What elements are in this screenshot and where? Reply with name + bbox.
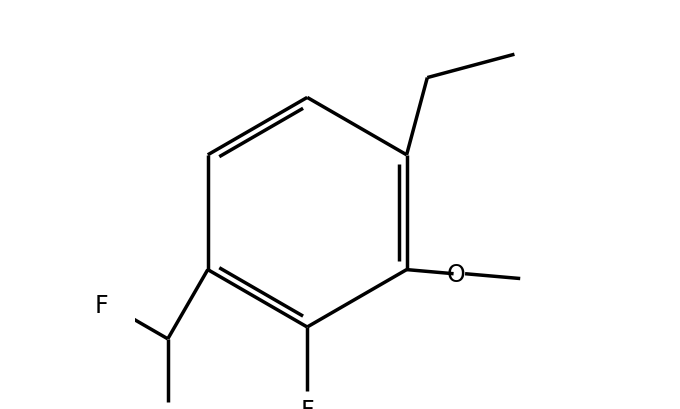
Text: F: F <box>95 294 109 318</box>
Text: F: F <box>301 398 314 409</box>
Text: O: O <box>447 262 465 286</box>
